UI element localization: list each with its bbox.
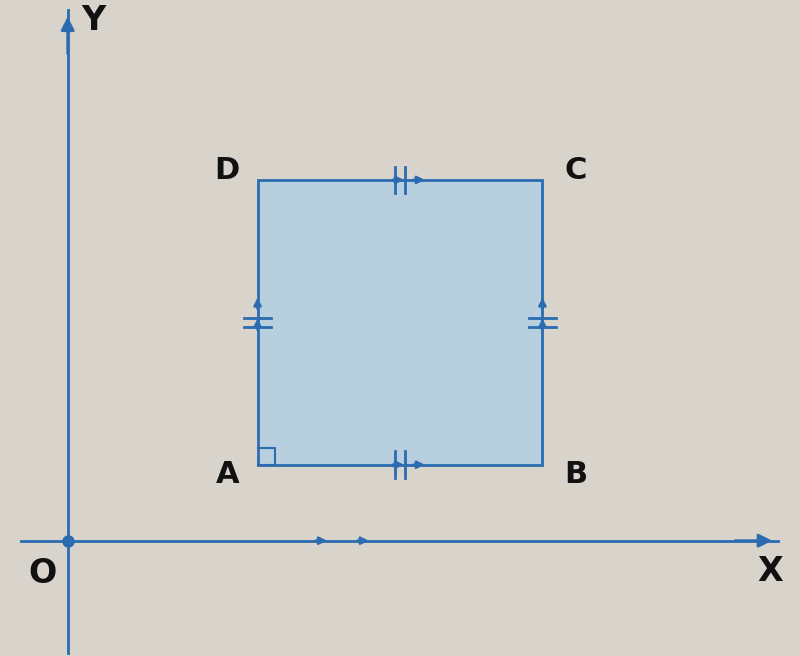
Text: A: A: [215, 460, 239, 489]
Text: D: D: [214, 156, 240, 185]
Polygon shape: [258, 180, 542, 464]
Text: X: X: [758, 554, 783, 588]
Text: C: C: [565, 156, 587, 185]
Text: B: B: [564, 460, 587, 489]
Text: O: O: [28, 558, 56, 590]
Text: Y: Y: [81, 4, 106, 37]
